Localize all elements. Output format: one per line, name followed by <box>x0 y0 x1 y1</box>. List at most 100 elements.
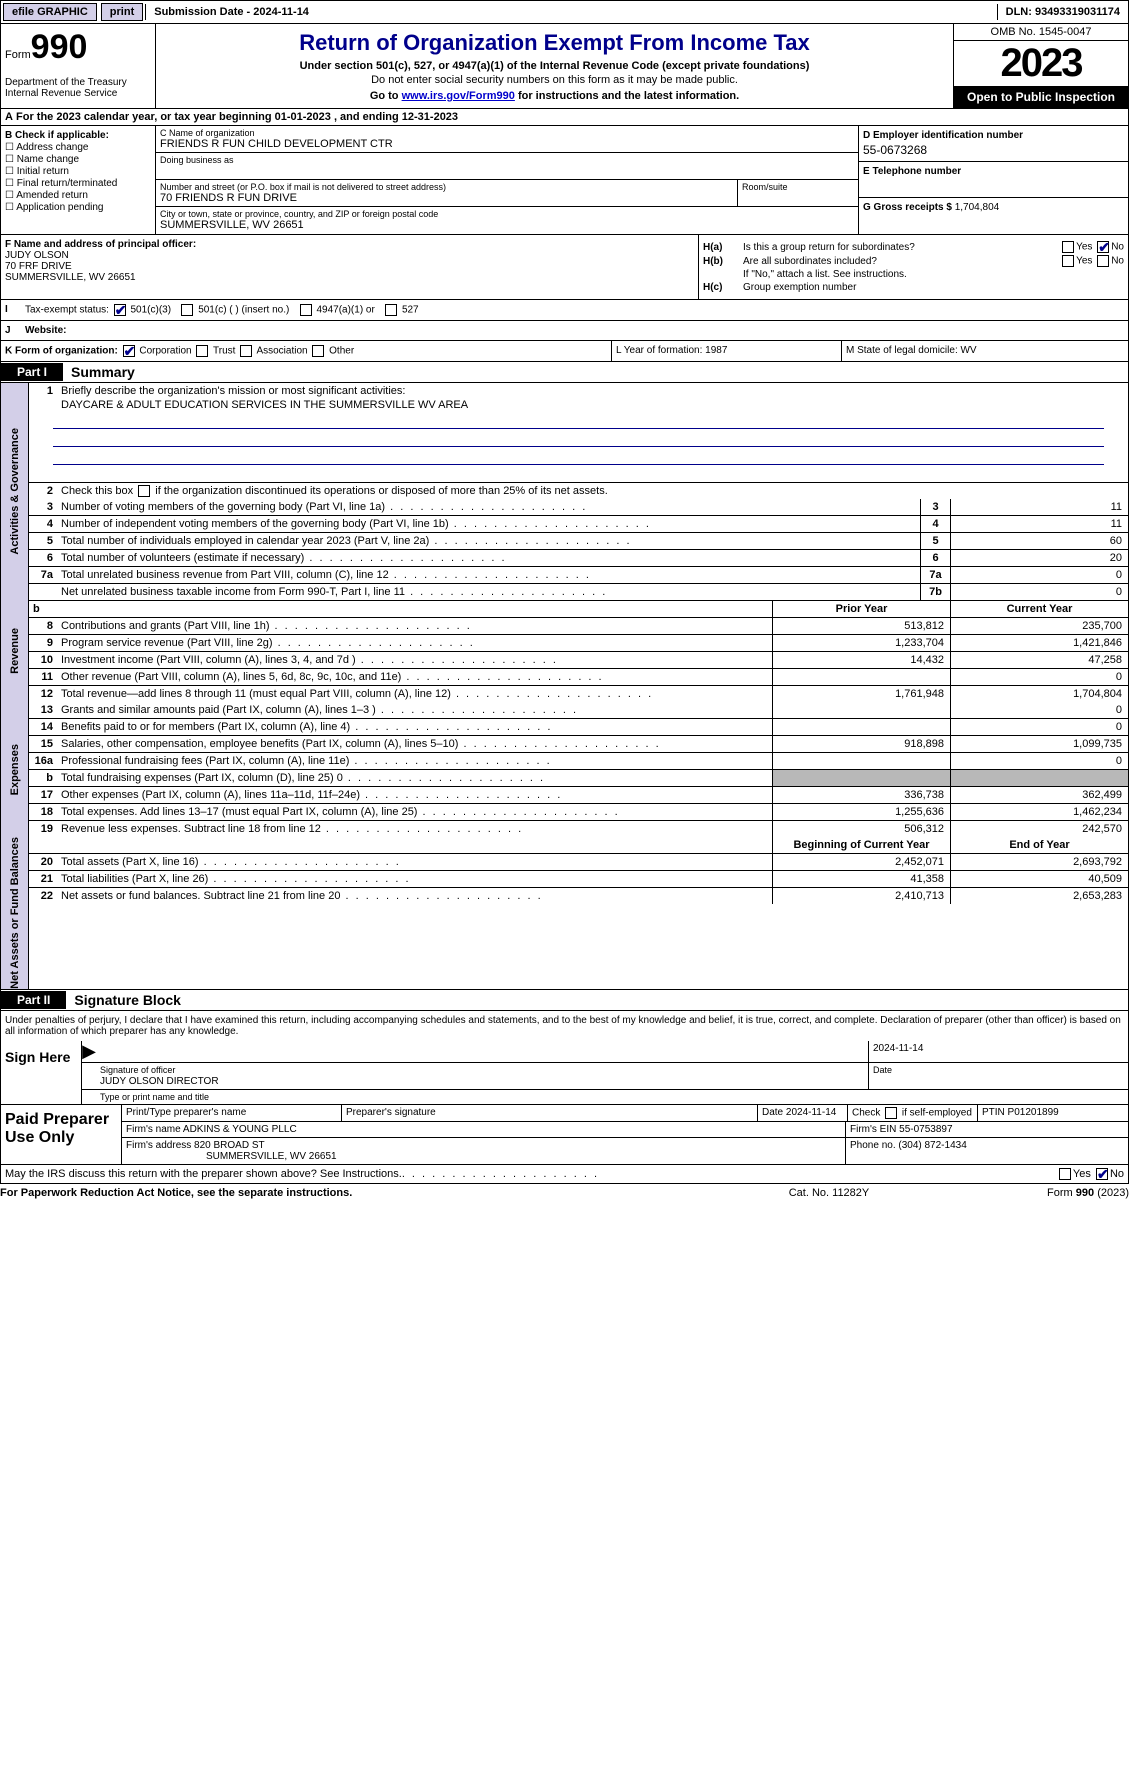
sign-here-block: Sign Here ▶2024-11-14 Signature of offic… <box>0 1041 1129 1105</box>
summary-row: 4 Number of independent voting members o… <box>29 516 1128 533</box>
sig-date-1: 2024-11-14 <box>868 1041 1128 1062</box>
hb-no[interactable] <box>1097 255 1109 267</box>
chk-501c[interactable] <box>181 304 193 316</box>
section-revenue: Revenue bPrior YearCurrent Year 8 Contri… <box>0 600 1129 702</box>
ptin: PTIN P01201899 <box>978 1105 1128 1121</box>
ha-no[interactable] <box>1097 241 1109 253</box>
summary-row: 14 Benefits paid to or for members (Part… <box>29 719 1128 736</box>
row-j: J Website: <box>0 321 1129 341</box>
tax-year: 2023 <box>954 41 1128 86</box>
summary-row: 15 Salaries, other compensation, employe… <box>29 736 1128 753</box>
department: Department of the Treasury Internal Reve… <box>5 77 151 99</box>
part2-header: Part II Signature Block <box>0 990 1129 1011</box>
col-b: B Check if applicable: ☐ Address change … <box>1 126 156 234</box>
chk-amended[interactable]: ☐ Amended return <box>5 190 151 201</box>
summary-row: 17 Other expenses (Part IX, column (A), … <box>29 787 1128 804</box>
year-formation: L Year of formation: 1987 <box>611 341 841 361</box>
firm-ein: Firm's EIN 55-0753897 <box>846 1122 1128 1137</box>
form-subtitle: Under section 501(c), 527, or 4947(a)(1)… <box>162 60 947 72</box>
chk-name-change[interactable]: ☐ Name change <box>5 154 151 165</box>
summary-row: 7a Total unrelated business revenue from… <box>29 567 1128 584</box>
summary-row: 21 Total liabilities (Part X, line 26) 4… <box>29 871 1128 888</box>
summary-row: 13 Grants and similar amounts paid (Part… <box>29 702 1128 719</box>
firm-name: Firm's name ADKINS & YOUNG PLLC <box>122 1122 846 1137</box>
summary-row: 6 Total number of volunteers (estimate i… <box>29 550 1128 567</box>
section-netassets: Net Assets or Fund Balances Beginning of… <box>0 837 1129 990</box>
chk-4947[interactable] <box>300 304 312 316</box>
summary-row: 3 Number of voting members of the govern… <box>29 499 1128 516</box>
chk-initial-return[interactable]: ☐ Initial return <box>5 166 151 177</box>
irs-link[interactable]: www.irs.gov/Form990 <box>402 90 515 102</box>
dln: DLN: 93493319031174 <box>997 4 1128 20</box>
dba <box>160 165 854 177</box>
section-expenses: Expenses 13 Grants and similar amounts p… <box>0 702 1129 837</box>
city-state-zip: SUMMERSVILLE, WV 26651 <box>160 219 854 231</box>
summary-row: 10 Investment income (Part VIII, column … <box>29 652 1128 669</box>
form-number: 990 <box>31 28 88 66</box>
chk-other[interactable] <box>312 345 324 357</box>
summary-row: 12 Total revenue—add lines 8 through 11 … <box>29 686 1128 702</box>
summary-row: 5 Total number of individuals employed i… <box>29 533 1128 550</box>
row-k: K Form of organization: Corporation Trus… <box>0 341 1129 362</box>
phone <box>863 179 1124 193</box>
form-header: Form990 Department of the Treasury Inter… <box>0 24 1129 109</box>
perjury-statement: Under penalties of perjury, I declare th… <box>0 1011 1129 1041</box>
street-address: 70 FRIENDS R FUN DRIVE <box>160 192 733 204</box>
summary-row: 9 Program service revenue (Part VIII, li… <box>29 635 1128 652</box>
hb-yes[interactable] <box>1062 255 1074 267</box>
efile-button[interactable]: efile GRAPHIC <box>3 3 97 21</box>
footer: For Paperwork Reduction Act Notice, see … <box>0 1184 1129 1202</box>
discuss-yes[interactable] <box>1059 1168 1071 1180</box>
block-bcd: B Check if applicable: ☐ Address change … <box>0 126 1129 235</box>
summary-row: 19 Revenue less expenses. Subtract line … <box>29 821 1128 837</box>
open-inspection: Open to Public Inspection <box>954 86 1128 108</box>
mission: DAYCARE & ADULT EDUCATION SERVICES IN TH… <box>29 399 1128 411</box>
chk-trust[interactable] <box>196 345 208 357</box>
print-button[interactable]: print <box>101 3 143 21</box>
chk-address-change[interactable]: ☐ Address change <box>5 142 151 153</box>
block-fh: F Name and address of principal officer:… <box>0 235 1129 300</box>
topbar: efile GRAPHIC print Submission Date - 20… <box>0 0 1129 24</box>
paid-preparer-block: Paid Preparer Use Only Print/Type prepar… <box>0 1105 1129 1165</box>
summary-row: 20 Total assets (Part X, line 16) 2,452,… <box>29 854 1128 871</box>
chk-501c3[interactable] <box>114 304 126 316</box>
firm-address: Firm's address 820 BROAD ST <box>126 1140 265 1151</box>
row-i: I Tax-exempt status: 501(c)(3) 501(c) ( … <box>0 300 1129 321</box>
prep-date: Date 2024-11-14 <box>758 1105 848 1121</box>
state-domicile: M State of legal domicile: WV <box>841 341 1128 361</box>
summary-row: 16a Professional fundraising fees (Part … <box>29 753 1128 770</box>
line-a: A For the 2023 calendar year, or tax yea… <box>0 109 1129 126</box>
form-title: Return of Organization Exempt From Incom… <box>162 30 947 56</box>
summary-row: 8 Contributions and grants (Part VIII, l… <box>29 618 1128 635</box>
chk-final-return[interactable]: ☐ Final return/terminated <box>5 178 151 189</box>
chk-self-employed[interactable] <box>885 1107 897 1119</box>
officer-street: 70 FRF DRIVE <box>5 261 694 272</box>
chk-discontinued[interactable] <box>138 485 150 497</box>
discuss-row: May the IRS discuss this return with the… <box>0 1165 1129 1184</box>
chk-assoc[interactable] <box>240 345 252 357</box>
summary-row: Net unrelated business taxable income fr… <box>29 584 1128 600</box>
form-label: Form <box>5 49 31 61</box>
col-c: C Name of organization FRIENDS R FUN CHI… <box>156 126 858 234</box>
section-governance: Activities & Governance 1Briefly describ… <box>0 383 1129 600</box>
officer-sig-name: JUDY OLSON DIRECTOR <box>100 1076 219 1087</box>
arrow-icon: ▶ <box>82 1041 96 1062</box>
summary-row: 22 Net assets or fund balances. Subtract… <box>29 888 1128 904</box>
ha-yes[interactable] <box>1062 241 1074 253</box>
part1-header: Part I Summary <box>0 362 1129 383</box>
omb-number: OMB No. 1545-0047 <box>954 24 1128 41</box>
submission-date: Submission Date - 2024-11-14 <box>145 4 317 20</box>
goto-line: Go to www.irs.gov/Form990 for instructio… <box>162 90 947 102</box>
officer-name: JUDY OLSON <box>5 250 694 261</box>
chk-corp[interactable] <box>123 345 135 357</box>
officer-city: SUMMERSVILLE, WV 26651 <box>5 272 694 283</box>
summary-row: b Total fundraising expenses (Part IX, c… <box>29 770 1128 787</box>
ssn-note: Do not enter social security numbers on … <box>162 74 947 86</box>
chk-527[interactable] <box>385 304 397 316</box>
discuss-no[interactable] <box>1096 1168 1108 1180</box>
summary-row: 11 Other revenue (Part VIII, column (A),… <box>29 669 1128 686</box>
summary-row: 18 Total expenses. Add lines 13–17 (must… <box>29 804 1128 821</box>
firm-phone: Phone no. (304) 872-1434 <box>846 1138 1128 1164</box>
ein: 55-0673268 <box>863 143 1124 157</box>
chk-pending[interactable]: ☐ Application pending <box>5 202 151 213</box>
